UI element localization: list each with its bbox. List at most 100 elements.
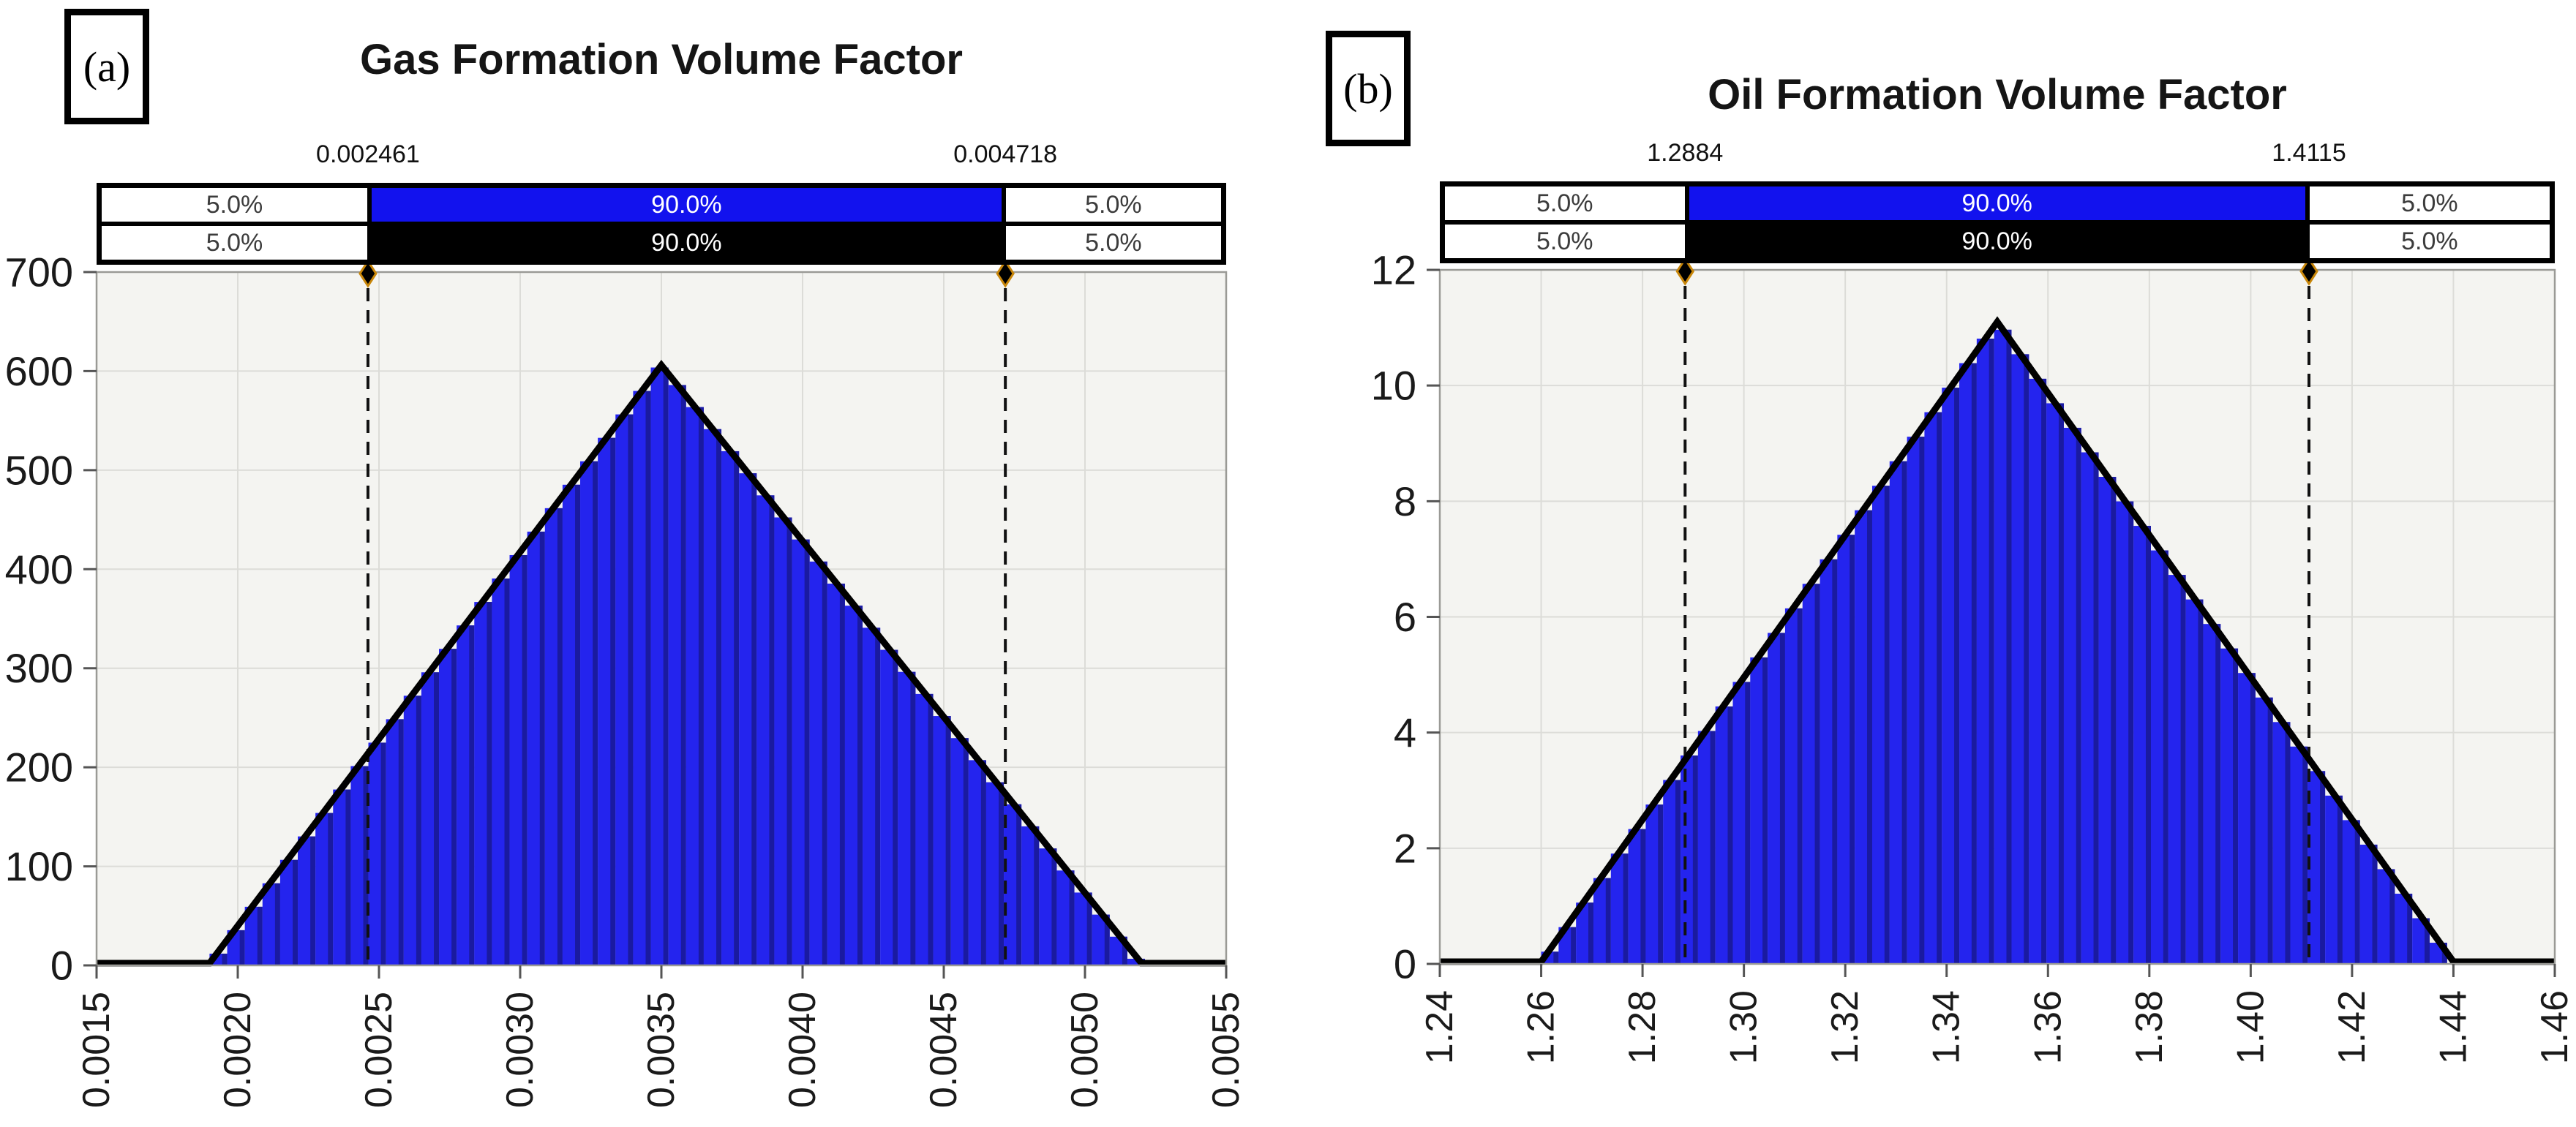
y-tick-label: 0 <box>50 943 73 989</box>
histogram-bar-edge <box>2163 550 2168 964</box>
histogram-bar-edge <box>293 859 298 965</box>
histogram-bar-edge <box>1971 363 1977 964</box>
histogram-bar-edge <box>2041 378 2047 964</box>
histogram-bar-edge <box>487 602 492 965</box>
x-tick-label: 1.42 <box>2331 990 2373 1064</box>
pdf-outline <box>97 359 1226 967</box>
histogram-bars <box>209 367 1146 966</box>
x-tick-label: 1.28 <box>1621 990 1664 1064</box>
band-cell-right-tail: 5.0% <box>2307 184 2552 222</box>
band-cell-right-tail: 5.0% <box>1003 224 1223 262</box>
band-cell-left-tail: 5.0% <box>1443 184 1687 222</box>
percentile-high-value-label: 1.4115 <box>2272 139 2346 167</box>
histogram-bar-edge <box>1675 780 1681 964</box>
histogram-bar-edge <box>2250 673 2256 964</box>
histogram-bar-edge <box>2145 526 2151 964</box>
histogram-bar-edge <box>1086 892 1092 965</box>
histogram-bar-edge <box>663 367 669 966</box>
percentile-low-value-label: 0.002461 <box>316 140 420 168</box>
x-tick-label: 0.0020 <box>217 992 259 1108</box>
histogram-bar-edge <box>1866 510 1872 964</box>
x-tick-label: 1.26 <box>1520 990 1563 1064</box>
x-tick-label: 1.38 <box>2128 990 2171 1064</box>
percentile-band-row: 5.0% 90.0% 5.0% <box>99 186 1223 224</box>
histogram-bar-edge <box>257 906 263 965</box>
percentile-handle-high <box>996 259 1015 288</box>
histogram-bar-edge <box>751 473 757 965</box>
histogram-bar-edge <box>2267 697 2273 964</box>
histogram-bar-edge <box>2006 329 2012 964</box>
histogram-bar-edge <box>504 578 510 965</box>
histogram-bar-edge <box>451 649 457 965</box>
histogram-bar-edge <box>2354 820 2360 964</box>
x-tick-label: 0.0025 <box>358 992 400 1108</box>
histogram-bar-edge <box>1658 804 1664 964</box>
band-cell-right-tail: 5.0% <box>1003 186 1223 224</box>
percentile-band-row: 5.0% 90.0% 5.0% <box>1443 184 2552 222</box>
percentile-high-value-label: 0.004718 <box>953 140 1058 168</box>
band-cell-left-tail: 5.0% <box>99 224 370 262</box>
histogram-bar-edge <box>1850 535 1855 964</box>
x-tick-label: 0.0015 <box>75 992 118 1108</box>
x-tick-label: 1.44 <box>2432 990 2474 1064</box>
histogram-bar-edge <box>716 429 722 965</box>
histogram-bar-edge <box>910 671 916 965</box>
x-tick-label: 0.0035 <box>640 992 683 1108</box>
band-cell-left-tail: 5.0% <box>1443 222 1687 260</box>
histogram-bar-edge <box>1727 706 1733 964</box>
histogram-bar-edge <box>1034 826 1040 965</box>
histogram-bar-edge <box>539 531 545 965</box>
histogram-bar-edge <box>310 836 316 965</box>
histogram-bar-edge <box>2128 501 2134 964</box>
histogram-bar-edge <box>1571 927 1577 964</box>
histogram-bar-edge <box>2337 795 2343 964</box>
y-tick-label: 600 <box>5 348 73 394</box>
histogram-bar-edge <box>945 716 951 965</box>
pdf-outline <box>1440 316 2555 965</box>
histogram-bar-edge <box>734 451 740 965</box>
histogram-bar-edge <box>1692 755 1698 964</box>
axes: 0 100 200 300 400 500 600 700 0.0015 0.0020 0.0025… <box>5 249 1247 1109</box>
histogram-bar-edge <box>557 508 563 965</box>
histogram-bar-edge <box>2076 427 2081 964</box>
histogram-bar-edge <box>1762 657 1768 964</box>
histogram-bar-edge <box>1553 951 1559 964</box>
band-cell-center: 90.0% <box>369 224 1004 262</box>
histogram-bar-edge <box>1588 902 1593 964</box>
histogram-bar-edge <box>1901 461 1907 964</box>
percentile-handle-low <box>358 259 378 288</box>
chart-title-gas: Gas Formation Volume Factor <box>360 36 963 83</box>
histogram-bar-edge <box>363 766 369 965</box>
panel-b-label-box: (b) <box>1326 31 1411 146</box>
band-cell-center: 90.0% <box>1686 184 2307 222</box>
histogram-bar-edge <box>928 693 934 965</box>
histogram-bar-edge <box>1640 829 1646 964</box>
histogram-bar-edge <box>575 484 581 965</box>
x-tick-label: 0.0050 <box>1064 992 1106 1108</box>
histogram-bar-edge <box>2424 918 2430 964</box>
histogram-bar-edge <box>2111 477 2117 964</box>
y-tick-label: 12 <box>1371 247 1416 293</box>
y-tick-label: 10 <box>1371 363 1416 409</box>
histogram-bar-edge <box>1954 388 1960 964</box>
histogram-bar-edge <box>875 627 881 965</box>
histogram-bar-edge <box>593 461 598 965</box>
histogram-bar-edge <box>1069 870 1075 965</box>
band-cell-right-tail: 5.0% <box>2307 222 2552 260</box>
histogram-bar-edge <box>1832 559 1838 964</box>
histogram-bar-edge <box>769 495 775 965</box>
histogram-bar-edge <box>469 625 475 965</box>
histogram-bar-edge <box>1122 936 1127 965</box>
x-tick-label: 1.46 <box>2534 990 2576 1064</box>
histogram-bar-edge <box>893 649 898 965</box>
histogram-bar-edge <box>1605 878 1611 964</box>
x-tick-label: 0.0055 <box>1205 992 1247 1108</box>
x-tick-label: 1.34 <box>1926 990 1968 1064</box>
y-tick-label: 200 <box>5 745 73 791</box>
panel-a-label: (a) <box>83 42 131 91</box>
histogram-bar-edge <box>2320 771 2326 964</box>
percentile-low-value-label: 1.2884 <box>1647 139 1724 167</box>
percentile-handle-low <box>1675 257 1695 286</box>
chart-panel-b: 0 2 4 6 8 10 12 1.24 1.26 1.28 1.30 1.32 1.34 1.36 1.3… <box>1371 247 2576 1065</box>
histogram-bar-edge <box>804 539 810 965</box>
